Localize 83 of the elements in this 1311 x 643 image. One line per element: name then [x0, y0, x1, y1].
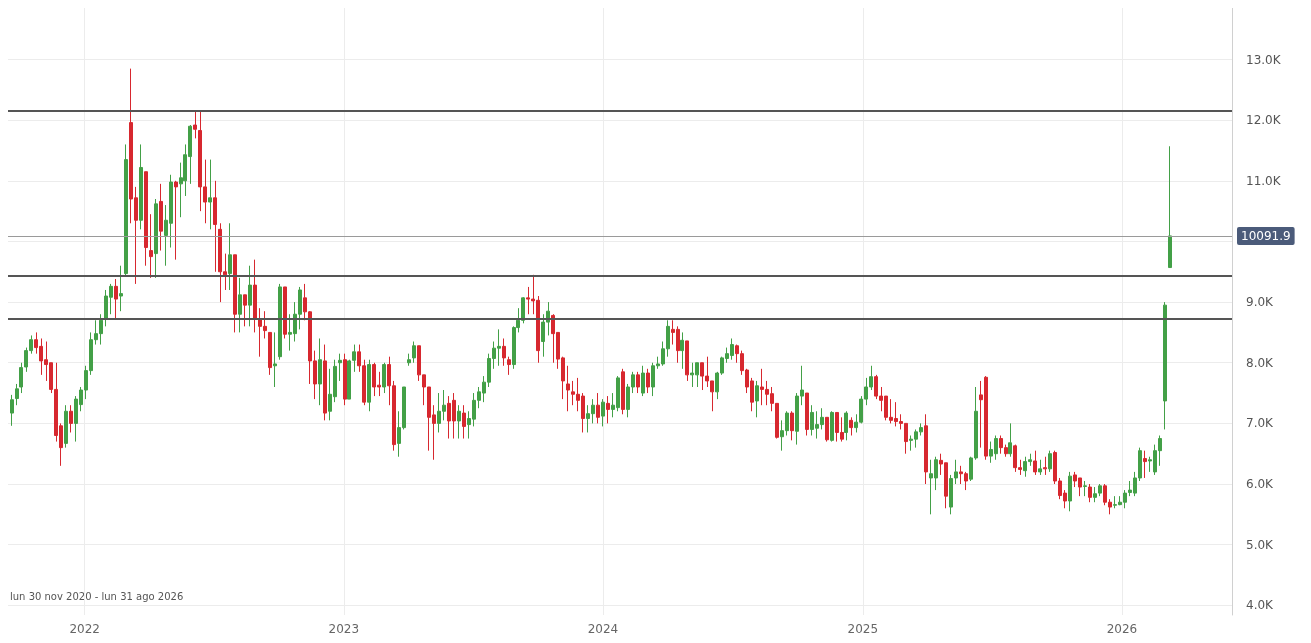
y-tick-label: 11.0K [1246, 173, 1282, 188]
candlestick [248, 265, 252, 327]
y-tick-label: 12.0K [1246, 113, 1282, 128]
candlestick [1043, 456, 1047, 476]
candlestick [507, 356, 511, 376]
candlestick [124, 143, 128, 278]
candlestick [407, 353, 411, 367]
y-tick-label: 6.0K [1246, 477, 1275, 492]
y-tick-label: 7.0K [1246, 416, 1275, 431]
candlestick [805, 392, 809, 437]
y-tick-label: 8.0K [1246, 355, 1275, 370]
candlestick [601, 398, 605, 427]
y-tick-label: 9.0K [1246, 295, 1275, 310]
candlestick [144, 171, 148, 267]
x-tick-label: 2024 [587, 622, 619, 636]
candlestick [1163, 301, 1167, 430]
candlestick [790, 410, 794, 441]
candlestick [367, 359, 371, 412]
x-tick-label: 2022 [69, 622, 100, 636]
candlestick [253, 259, 257, 333]
candlestick [278, 283, 282, 361]
candlestick [685, 340, 689, 382]
candlestick [621, 368, 625, 415]
y-tick-label: 4.0K [1246, 598, 1275, 613]
candlestick [636, 371, 640, 394]
candlestick [238, 277, 242, 333]
candlestick [323, 344, 327, 421]
candlestick [924, 413, 928, 485]
candlestick [680, 331, 684, 370]
candlestick [1038, 459, 1042, 476]
ref-line-label: 10091.9 [1241, 228, 1291, 243]
candlestick [69, 404, 73, 433]
candlestick [830, 410, 834, 443]
candlestick [1088, 483, 1092, 503]
candlestick [596, 392, 600, 424]
candlestick [844, 410, 848, 441]
x-tick-label: 2025 [847, 622, 879, 636]
candlestick [646, 368, 650, 394]
x-tick-label: 2026 [1106, 622, 1138, 636]
annotation: lun 30 nov 2020 - lun 31 ago 2026 [10, 590, 184, 602]
candlestick [343, 353, 347, 406]
candlestick [159, 183, 163, 252]
candlestick [1033, 450, 1037, 476]
y-tick-label: 13.0K [1246, 52, 1282, 67]
candlestick [1068, 471, 1072, 512]
candlestick [1168, 145, 1172, 269]
x-tick-label: 2023 [328, 622, 360, 636]
candlestick [193, 110, 197, 139]
candlestick [1048, 450, 1052, 473]
candlestick [174, 180, 178, 261]
candlestick [412, 341, 416, 364]
candlestick [119, 265, 123, 312]
candlestick [233, 254, 237, 333]
candlestick [755, 380, 759, 418]
candlestick [641, 365, 645, 397]
candlestick [243, 294, 247, 327]
candlestick [849, 416, 853, 437]
candlestick [213, 180, 217, 273]
candlestick [208, 159, 212, 230]
candlestick [154, 198, 158, 279]
candlestick [502, 337, 506, 367]
candlestick [268, 331, 272, 376]
candlestick [606, 395, 610, 424]
candlestick [114, 278, 118, 320]
candlestick [457, 404, 461, 440]
candlestick [273, 331, 277, 388]
candlestick [462, 404, 466, 440]
candlestick [283, 286, 287, 339]
candlestick [825, 416, 829, 443]
candlestick [382, 362, 386, 394]
candlestick [228, 222, 232, 291]
candlestick [10, 394, 14, 427]
candlestick [318, 337, 322, 406]
candlestick [566, 365, 570, 412]
candlestick [1008, 422, 1012, 458]
candlestick [149, 213, 153, 279]
candlestick [338, 353, 342, 382]
candlestick [139, 143, 143, 230]
candlestick [15, 383, 19, 406]
candlestick [64, 404, 68, 449]
y-tick-label: 5.0K [1246, 537, 1275, 552]
candlestick [1143, 450, 1147, 479]
candlestick [1083, 480, 1087, 497]
